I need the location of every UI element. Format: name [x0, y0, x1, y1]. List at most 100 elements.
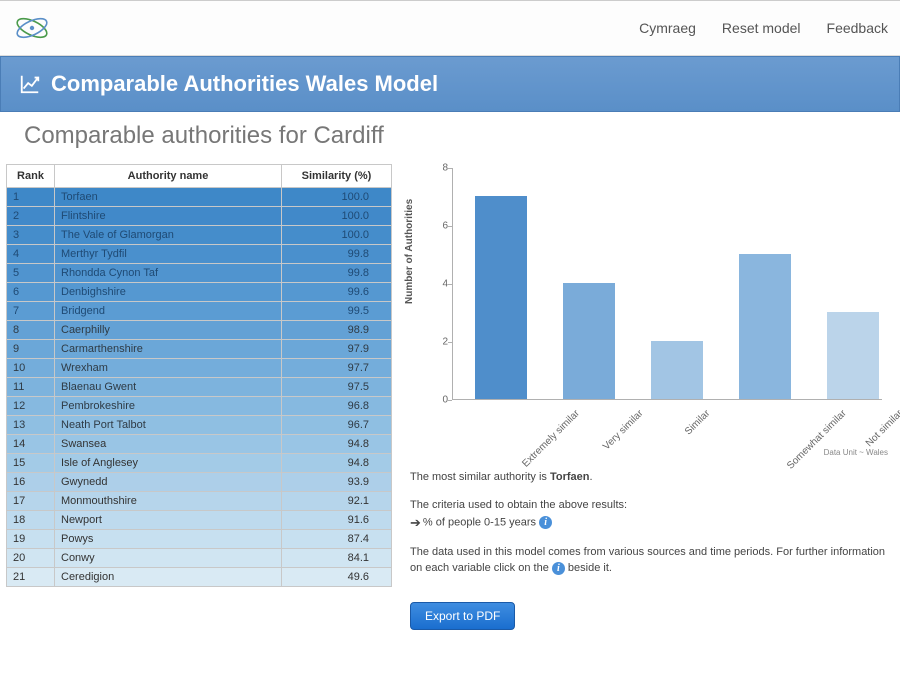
- table-cell: 96.8: [282, 397, 392, 416]
- table-cell: 19: [7, 530, 55, 549]
- table-cell: Pembrokeshire: [55, 397, 282, 416]
- table-row[interactable]: 10Wrexham97.7: [7, 359, 392, 378]
- table-cell: Wrexham: [55, 359, 282, 378]
- table-row[interactable]: 12Pembrokeshire96.8: [7, 397, 392, 416]
- chart-xlabel: Somewhat similar: [785, 408, 849, 472]
- logo: [12, 8, 52, 48]
- table-row[interactable]: 1Torfaen100.0: [7, 188, 392, 207]
- table-cell: Neath Port Talbot: [55, 416, 282, 435]
- table-row[interactable]: 9Carmarthenshire97.9: [7, 340, 392, 359]
- table-cell: 94.8: [282, 454, 392, 473]
- table-cell: 16: [7, 473, 55, 492]
- table-row[interactable]: 13Neath Port Talbot96.7: [7, 416, 392, 435]
- chart-xlabel: Similar: [683, 408, 712, 437]
- table-cell: 13: [7, 416, 55, 435]
- table-row[interactable]: 16Gwynedd93.9: [7, 473, 392, 492]
- table-cell: 99.5: [282, 302, 392, 321]
- table-cell: Rhondda Cynon Taf: [55, 264, 282, 283]
- table-cell: 99.8: [282, 245, 392, 264]
- export-pdf-button[interactable]: Export to PDF: [410, 602, 515, 630]
- table-row[interactable]: 20Conwy84.1: [7, 549, 392, 568]
- summary-text: The most similar authority is Torfaen. T…: [410, 469, 894, 577]
- table-row[interactable]: 18Newport91.6: [7, 511, 392, 530]
- info-icon[interactable]: i: [552, 562, 565, 575]
- banner-title: Comparable Authorities Wales Model: [51, 71, 438, 97]
- table-cell: 84.1: [282, 549, 392, 568]
- chart-bar[interactable]: [563, 283, 615, 399]
- table-cell: Carmarthenshire: [55, 340, 282, 359]
- table-cell: 97.7: [282, 359, 392, 378]
- table-cell: 11: [7, 378, 55, 397]
- table-cell: 12: [7, 397, 55, 416]
- table-cell: Ceredigion: [55, 568, 282, 587]
- chart-xlabel: Very similar: [601, 408, 645, 452]
- table-cell: 49.6: [282, 568, 392, 587]
- table-row[interactable]: 7Bridgend99.5: [7, 302, 392, 321]
- nav-reset-model[interactable]: Reset model: [722, 20, 801, 36]
- table-cell: Conwy: [55, 549, 282, 568]
- table-cell: 93.9: [282, 473, 392, 492]
- table-row[interactable]: 17Monmouthshire92.1: [7, 492, 392, 511]
- table-cell: Isle of Anglesey: [55, 454, 282, 473]
- nav-feedback[interactable]: Feedback: [827, 20, 888, 36]
- table-row[interactable]: 15Isle of Anglesey94.8: [7, 454, 392, 473]
- authorities-table-wrap: Rank Authority name Similarity (%) 1Torf…: [6, 164, 392, 630]
- table-cell: 2: [7, 207, 55, 226]
- table-row[interactable]: 14Swansea94.8: [7, 435, 392, 454]
- chart-ytick: 4: [436, 279, 448, 290]
- chart-bar[interactable]: [475, 196, 527, 399]
- table-cell: 87.4: [282, 530, 392, 549]
- page-banner: Comparable Authorities Wales Model: [0, 56, 900, 112]
- table-cell: Newport: [55, 511, 282, 530]
- table-cell: 20: [7, 549, 55, 568]
- chart-xlabel: Extremely similar: [520, 408, 582, 470]
- table-cell: Bridgend: [55, 302, 282, 321]
- table-row[interactable]: 19Powys87.4: [7, 530, 392, 549]
- chart-ytick: 2: [436, 337, 448, 348]
- table-row[interactable]: 2Flintshire100.0: [7, 207, 392, 226]
- chart-ytick: 0: [436, 395, 448, 406]
- chart-ytick: 8: [436, 163, 448, 174]
- top-bar: Cymraeg Reset model Feedback: [0, 0, 900, 56]
- table-cell: 91.6: [282, 511, 392, 530]
- table-cell: 9: [7, 340, 55, 359]
- authorities-table: Rank Authority name Similarity (%) 1Torf…: [6, 164, 392, 587]
- table-cell: Monmouthshire: [55, 492, 282, 511]
- col-similarity[interactable]: Similarity (%): [282, 165, 392, 188]
- info-icon[interactable]: i: [539, 516, 552, 529]
- table-row[interactable]: 8Caerphilly98.9: [7, 321, 392, 340]
- table-cell: Merthyr Tydfil: [55, 245, 282, 264]
- table-cell: Denbighshire: [55, 283, 282, 302]
- most-similar-authority: Torfaen: [550, 471, 590, 483]
- table-cell: 6: [7, 283, 55, 302]
- table-row[interactable]: 6Denbighshire99.6: [7, 283, 392, 302]
- chart-ytick: 6: [436, 221, 448, 232]
- table-cell: 94.8: [282, 435, 392, 454]
- table-row[interactable]: 5Rhondda Cynon Taf99.8: [7, 264, 392, 283]
- table-row[interactable]: 3The Vale of Glamorgan100.0: [7, 226, 392, 245]
- arrow-icon: ➔: [410, 513, 421, 533]
- table-row[interactable]: 11Blaenau Gwent97.5: [7, 378, 392, 397]
- table-cell: 18: [7, 511, 55, 530]
- table-row[interactable]: 21Ceredigion49.6: [7, 568, 392, 587]
- table-cell: 96.7: [282, 416, 392, 435]
- chart-bar[interactable]: [739, 254, 791, 399]
- chart-bar[interactable]: [827, 312, 879, 399]
- table-cell: 21: [7, 568, 55, 587]
- table-cell: Swansea: [55, 435, 282, 454]
- chart-attribution: Data Unit ~ Wales: [824, 448, 888, 457]
- table-cell: 1: [7, 188, 55, 207]
- table-cell: Blaenau Gwent: [55, 378, 282, 397]
- table-row[interactable]: 4Merthyr Tydfil99.8: [7, 245, 392, 264]
- table-cell: 99.8: [282, 264, 392, 283]
- table-cell: 3: [7, 226, 55, 245]
- col-authority[interactable]: Authority name: [55, 165, 282, 188]
- table-cell: 97.5: [282, 378, 392, 397]
- nav-cymraeg[interactable]: Cymraeg: [639, 20, 696, 36]
- similarity-chart: Number of Authorities 02468 Extremely si…: [410, 164, 890, 458]
- table-cell: 98.9: [282, 321, 392, 340]
- col-rank[interactable]: Rank: [7, 165, 55, 188]
- table-cell: Torfaen: [55, 188, 282, 207]
- table-cell: Caerphilly: [55, 321, 282, 340]
- chart-bar[interactable]: [651, 341, 703, 399]
